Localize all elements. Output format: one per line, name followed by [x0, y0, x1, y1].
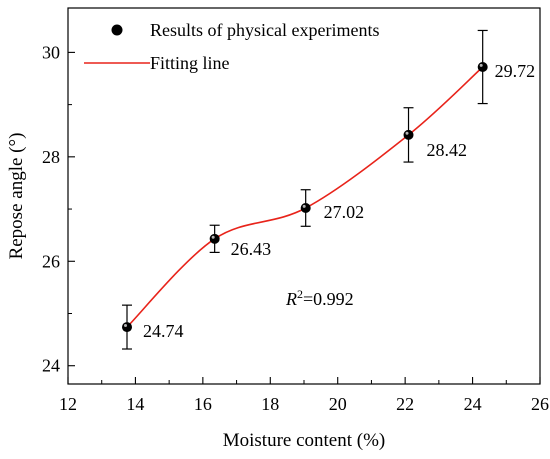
data-point-highlight	[124, 323, 127, 327]
axes	[67, 7, 541, 385]
data-label: 28.42	[427, 140, 468, 160]
data-label: 29.72	[495, 61, 535, 81]
r-squared-value: =0.992	[303, 289, 354, 309]
data-label: 24.74	[143, 321, 184, 341]
r-squared-superscript: 2	[297, 287, 303, 301]
x-tick-label: 14	[126, 394, 144, 414]
x-tick-label: 26	[531, 394, 549, 414]
x-tick-label: 16	[194, 394, 212, 414]
data-point	[122, 322, 132, 333]
data-label: 27.02	[324, 202, 365, 222]
data-label: 26.43	[231, 239, 272, 259]
y-tick-label: 26	[42, 251, 60, 271]
legend-label-fitting-line: Fitting line	[150, 53, 230, 73]
data-point	[477, 62, 488, 73]
x-tick-label: 20	[329, 394, 347, 414]
r-squared-prefix: R	[285, 289, 297, 309]
x-tick-label: 12	[59, 394, 77, 414]
data-point	[403, 129, 414, 140]
y-axis-label: Repose angle (°)	[6, 133, 27, 260]
ticks: 12 14 16 18 20 22 24 26 24 26 28 30	[42, 42, 549, 414]
y-tick-label: 30	[42, 42, 60, 62]
legend-label-experiments: Results of physical experiments	[150, 20, 379, 40]
data-point	[300, 203, 311, 214]
r-squared-annotation: R2=0.992	[285, 287, 354, 309]
legend-marker-point	[111, 24, 123, 36]
data-point-highlight	[302, 204, 306, 208]
legend: Results of physical experiments Fitting …	[84, 20, 379, 73]
x-tick-label: 22	[396, 394, 414, 414]
y-tick-label: 24	[42, 356, 60, 376]
x-tick-label: 18	[261, 394, 279, 414]
marks: 24.74 26.43 27.02 28.42 29.72	[122, 29, 535, 350]
plot-frame	[67, 7, 541, 385]
data-point	[209, 233, 220, 244]
data-point-highlight	[211, 235, 215, 239]
data-point-highlight	[479, 63, 483, 67]
y-tick-label: 28	[42, 147, 60, 167]
x-axis-label: Moisture content (%)	[223, 430, 386, 451]
x-tick-label: 24	[464, 394, 482, 414]
data-point-highlight	[405, 131, 409, 135]
